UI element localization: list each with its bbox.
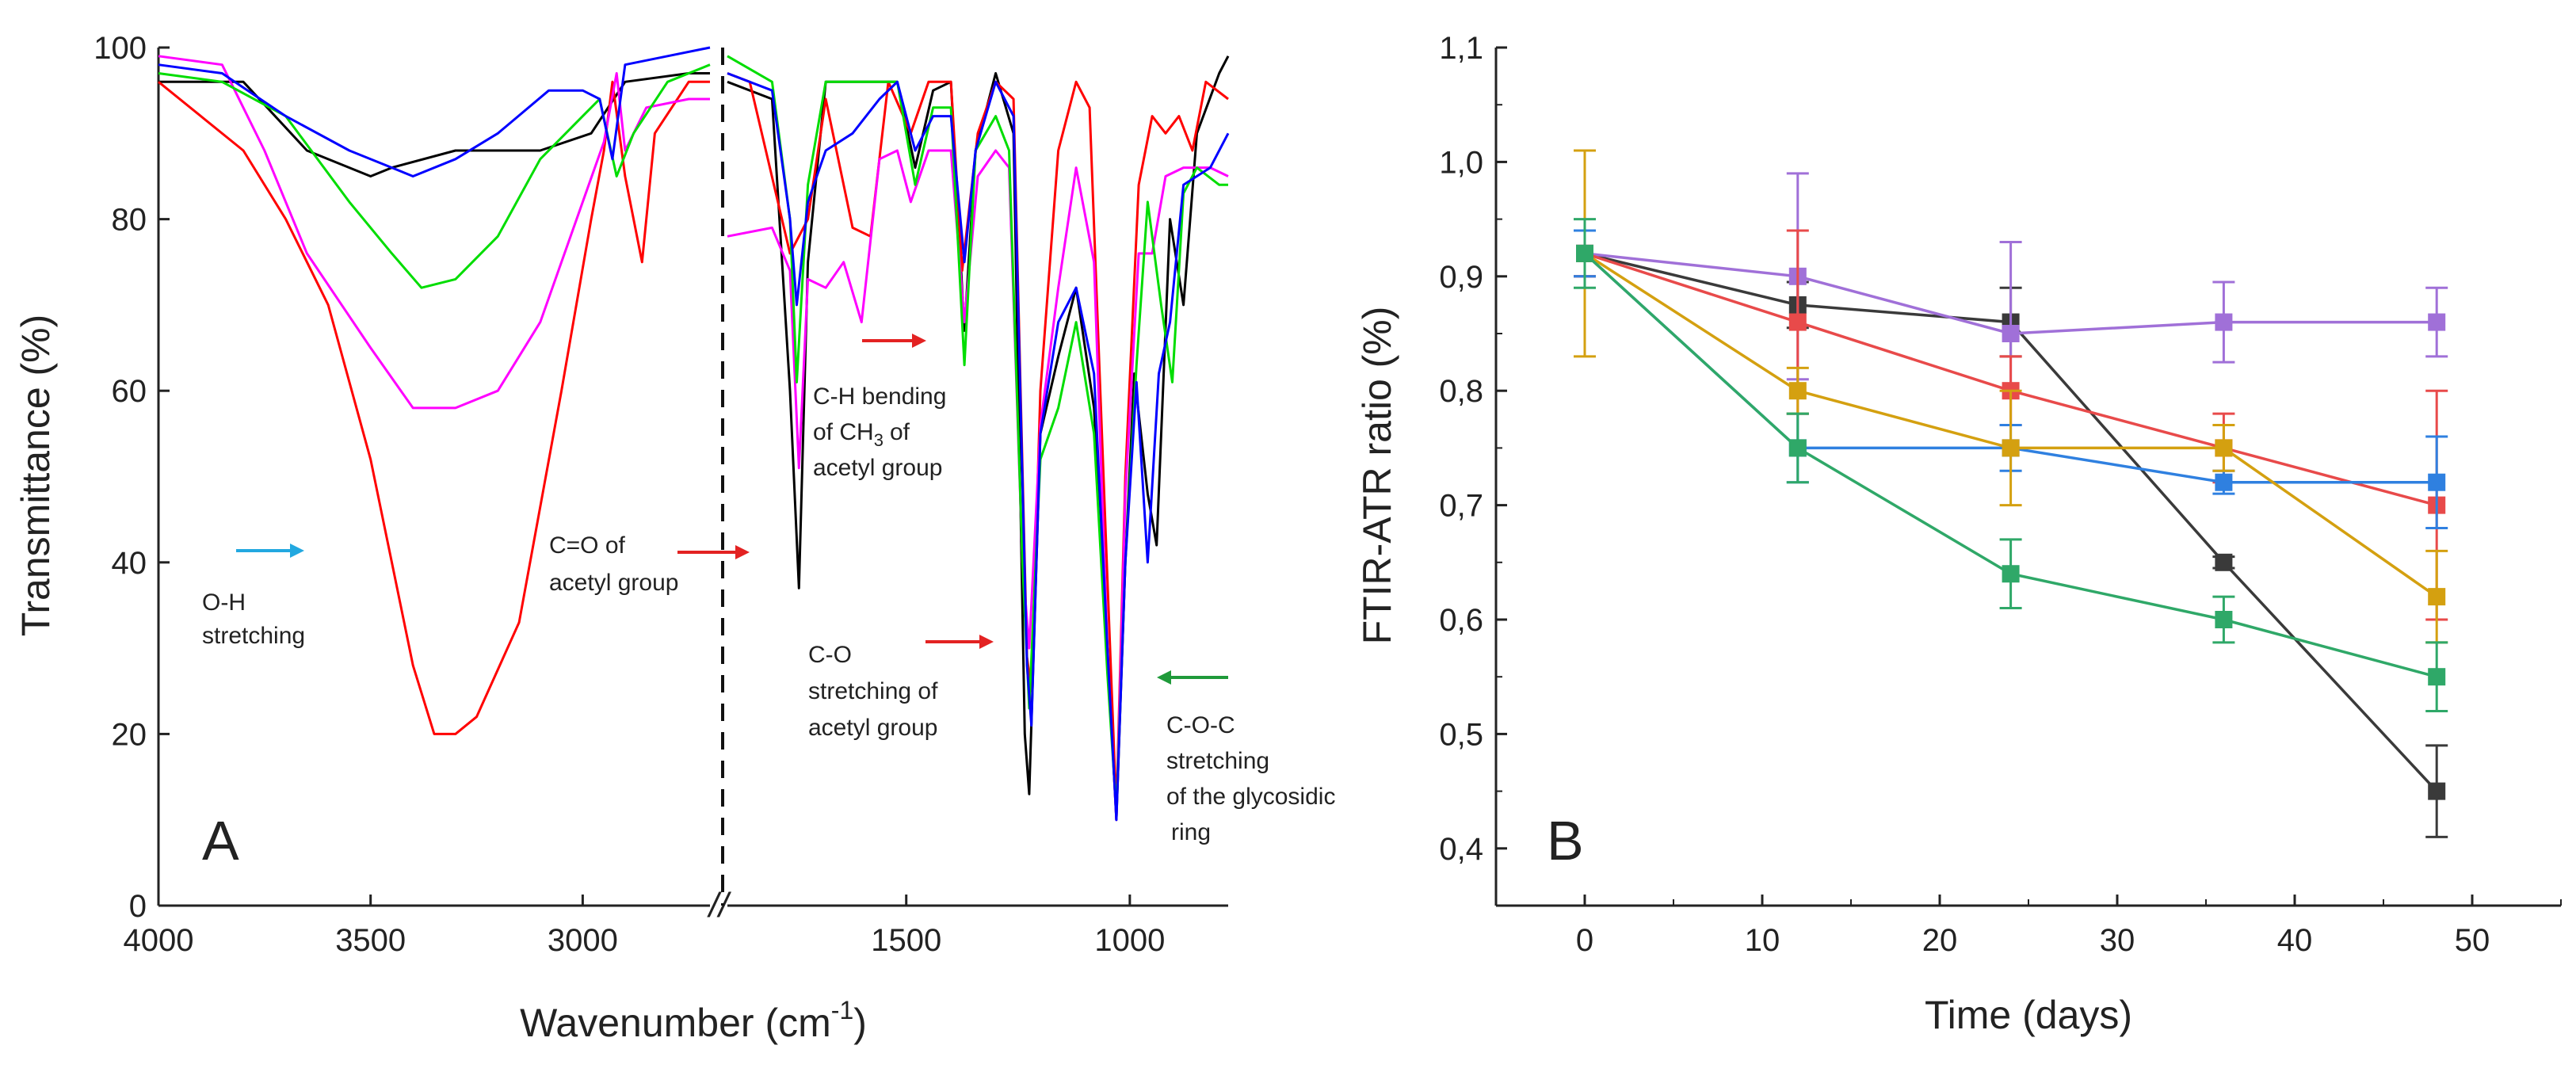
panel-a-y-ticks: 0 20 40 60 80 100	[93, 31, 170, 924]
co-label-line2: acetyl group	[549, 570, 678, 596]
panel-b-x-tick-label: 30	[2100, 923, 2135, 958]
panel-a-series-line-left	[158, 80, 710, 735]
panel-b-x-tick-label: 40	[2277, 923, 2313, 958]
panel-b-y-tick-label: 0,6	[1439, 603, 1483, 638]
coc-label-line3: of the glycosidic	[1166, 784, 1335, 810]
panel-b-data-point	[2428, 668, 2446, 686]
panel-b-y-tick-label: 0,4	[1439, 832, 1483, 867]
panel-a-x-tick-label: 1500	[871, 923, 941, 958]
coc-arrow-head	[1157, 670, 1171, 685]
panel-a-series-line-left	[158, 55, 710, 410]
panel-a-y-tick-label: 100	[93, 31, 147, 66]
annotation-oh-stretching: O-H stretching	[202, 544, 305, 649]
panel-b-data-point	[1788, 313, 1807, 331]
oh-label-line2: stretching	[202, 623, 305, 649]
panel-a-y-tick-label: 20	[112, 717, 147, 752]
panel-a-y-tick-label: 60	[112, 374, 147, 409]
panel-a-label: A	[202, 810, 239, 872]
oh-label-line1: O-H	[202, 589, 246, 616]
panel-a-x-tick-label: 3000	[548, 923, 618, 958]
panel-b-data-point	[2428, 588, 2446, 606]
panel-a-series-line-right	[727, 72, 1230, 822]
co-stretch-arrow-head	[979, 635, 994, 649]
panel-b-y-tick-label: 0,9	[1439, 260, 1483, 295]
coc-label-line1: C-O-C	[1166, 712, 1235, 738]
panel-b-series	[1574, 149, 2448, 838]
panel-b-y-tick-label: 0,8	[1439, 374, 1483, 409]
ch-label-line2: of CH3 of	[813, 419, 910, 450]
panel-b-x-tick-label: 50	[2455, 923, 2490, 958]
coc-label-line4: ring	[1171, 819, 1211, 845]
annotation-co-stretching: C-O stretching of acetyl group	[808, 635, 994, 741]
co-stretch-line2: stretching of	[808, 678, 938, 704]
panel-a-y-axis-title: Transmittance (%)	[13, 315, 58, 637]
panel-b-label: B	[1547, 810, 1584, 872]
panel-a-x-tick-label: 1000	[1094, 923, 1165, 958]
panel-b-data-point	[1576, 244, 1593, 262]
panel-a-x-axis-title: Wavenumber (cm-1)	[520, 996, 867, 1045]
panel-b-x-axis-title: Time (days)	[1925, 993, 2132, 1037]
panel-b-y-ticks: 0,4 0,5 0,6 0,7 0,8 0,9 1,0 1,1	[1439, 31, 1507, 867]
panel-b-data-point	[2428, 313, 2446, 331]
panel-a-series-right	[727, 55, 1230, 822]
panel-a-x-ticks: 4000 3500 3000 1500 1000	[124, 895, 1165, 958]
panel-b-y-tick-label: 1,1	[1439, 31, 1483, 66]
panel-a-y-tick-label: 0	[129, 889, 147, 924]
panel-a-axis-break: //	[707, 886, 731, 925]
coc-label-line2: stretching	[1166, 748, 1269, 774]
panel-b-data-point	[2002, 565, 2020, 583]
ch-label-line3: acetyl group	[813, 455, 942, 481]
panel-a-x-tick-label: 3500	[335, 923, 406, 958]
panel-b-data-point	[2002, 439, 2020, 457]
panel-b-y-tick-label: 1,0	[1439, 145, 1483, 180]
panel-a-series-line-right	[727, 149, 1229, 822]
panel-b-data-point	[2215, 553, 2233, 571]
panel-b-y-tick-label: 0,5	[1439, 717, 1483, 752]
panel-b-x-tick-label: 0	[1576, 923, 1593, 958]
co-stretch-line1: C-O	[808, 642, 852, 668]
panel-a-x-tick-label: 4000	[124, 923, 194, 958]
panel-a-series-line-left	[158, 46, 711, 177]
panel-b-data-point	[2215, 313, 2233, 331]
panel-b-x-tick-label: 20	[1922, 923, 1958, 958]
panel-b-data-point	[2215, 611, 2233, 628]
annotation-coc-stretching: C-O-C stretching of the glycosidic ring	[1157, 670, 1335, 845]
panel-b-data-point	[2215, 473, 2233, 491]
panel-b-x-ticks: 0 10 20 30 40 50	[1495, 895, 2562, 958]
panel-b-y-axis-title: FTIR-ATR ratio (%)	[1355, 307, 1399, 645]
annotation-ch-bending: C-H bending of CH3 of acetyl group	[813, 334, 946, 481]
co-stretch-line3: acetyl group	[808, 715, 937, 741]
panel-b-data-point	[2002, 325, 2020, 342]
panel-a-y-tick-label: 40	[112, 546, 147, 581]
panel-a-series-line-left	[158, 63, 711, 289]
panel-b-data-point	[2428, 782, 2446, 800]
panel-b-chart: 0,4 0,5 0,6 0,7 0,8 0,9 1,0 1,1 0 10 20 30 40 50 FTI…	[1355, 31, 2562, 1037]
ch-arrow-head	[912, 334, 926, 348]
oh-arrow-head	[290, 544, 304, 558]
panel-b-y-tick-label: 0,7	[1439, 489, 1483, 524]
annotation-co-acetyl: C=O of acetyl group	[549, 532, 750, 596]
panel-b-data-point	[2428, 473, 2446, 491]
co-label-line1: C=O of	[549, 532, 626, 559]
panel-b-data-point	[1788, 439, 1807, 457]
panel-b-x-tick-label: 10	[1745, 923, 1780, 958]
panel-a-series-line-right	[727, 55, 1230, 822]
panel-b-data-point	[2215, 439, 2233, 457]
panel-a-series-line-left	[158, 72, 710, 177]
panel-a-series-left	[158, 46, 711, 735]
panel-a-chart: // 0 20 40 60 80 100 4000 3500 3000 1500 1000 Tra…	[13, 31, 1335, 1045]
panel-a-y-tick-label: 80	[112, 203, 147, 238]
co-arrow-head	[735, 545, 750, 559]
ch-label-line1: C-H bending	[813, 383, 946, 410]
panel-b-data-point	[1788, 382, 1807, 400]
